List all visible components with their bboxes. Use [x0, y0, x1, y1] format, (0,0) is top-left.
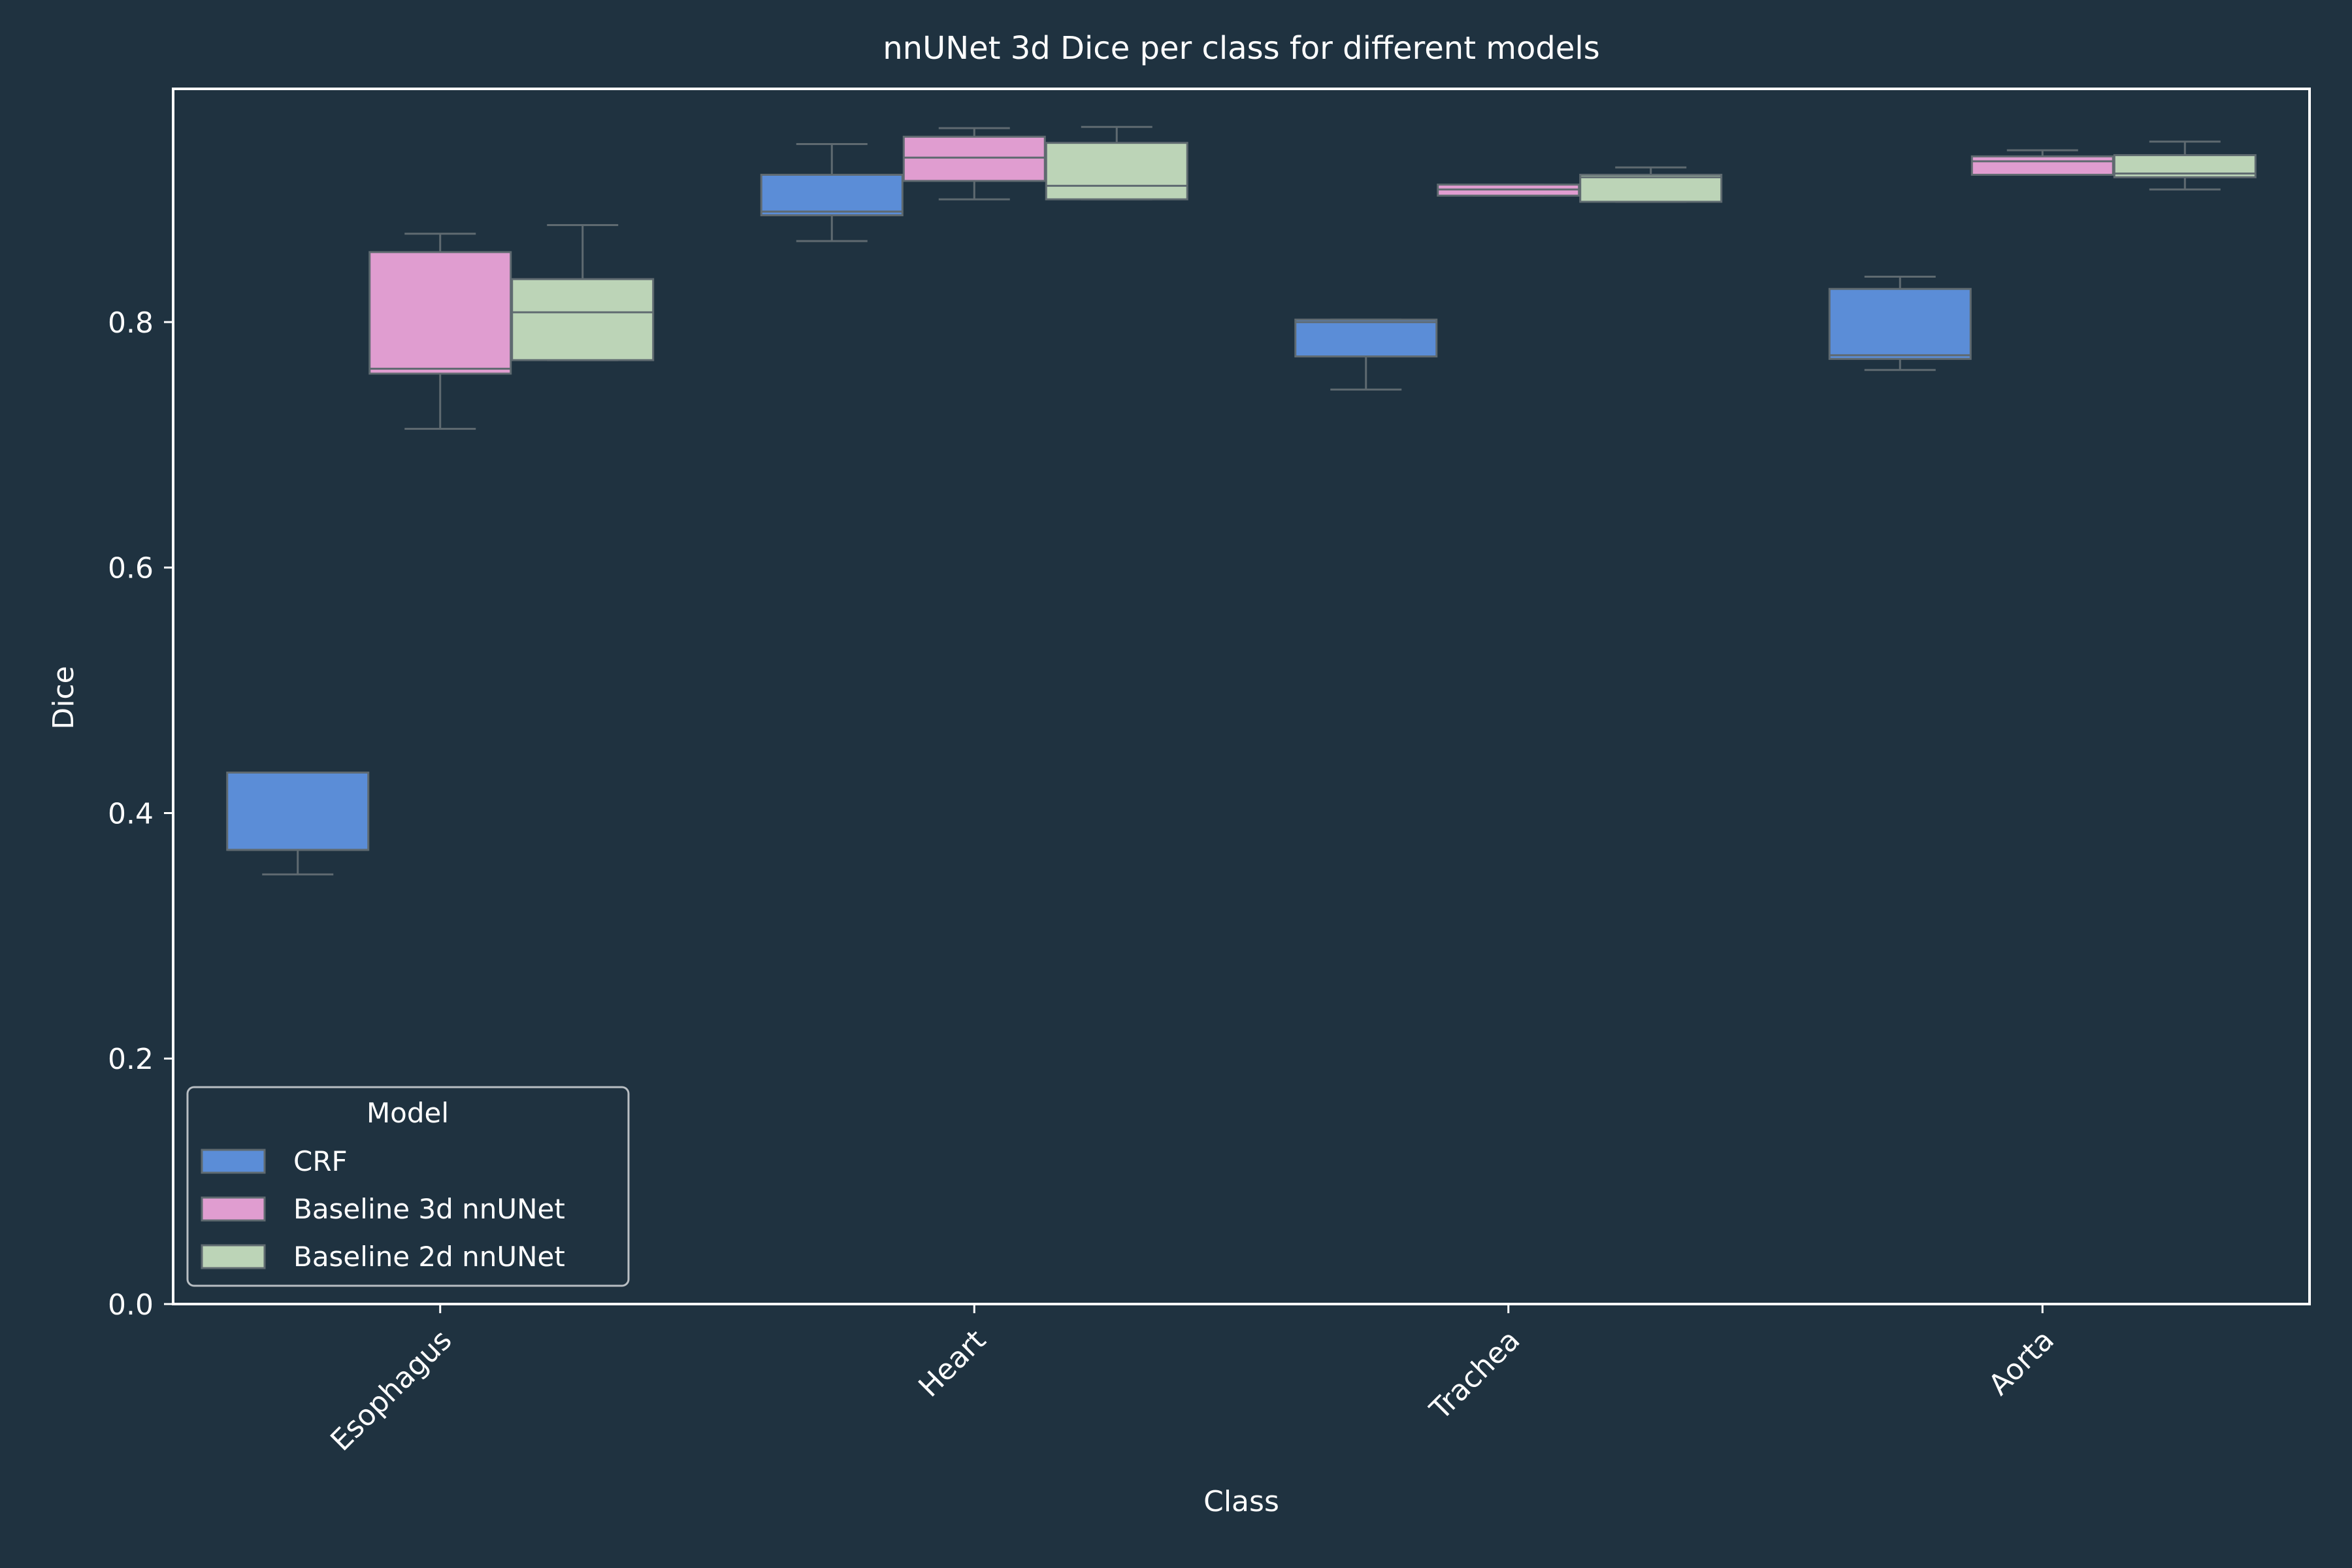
box-group: [1579, 166, 1723, 203]
box: [1828, 287, 1972, 360]
plot-area-frame: [172, 88, 2311, 1305]
legend-frame: [186, 1086, 630, 1287]
legend-item-label: Baseline 3d nnUNet: [293, 1193, 565, 1225]
boxes-layer: [226, 125, 2257, 875]
box-group: [1294, 318, 1438, 391]
box-group: [1437, 184, 1580, 197]
legend-swatch: [201, 1196, 266, 1222]
box: [511, 278, 655, 361]
box-group: [1828, 275, 1972, 371]
legend: Model CRF Baseline 3d nnUNet Baseline 2d n…: [186, 1086, 630, 1287]
legend-swatch: [201, 1244, 266, 1269]
y-tick-label: 0.2: [108, 1043, 154, 1076]
y-tick-label: 0.6: [108, 552, 154, 585]
box-group: [2113, 140, 2257, 191]
box: [1294, 318, 1438, 358]
box: [1579, 174, 1723, 203]
y-axis-label: Dice: [47, 666, 80, 729]
box-group: [760, 143, 904, 242]
legend-items: CRF Baseline 3d nnUNet Baseline 2d nnUNet: [201, 1145, 565, 1273]
box-group: [511, 224, 655, 361]
legend-item-label: CRF: [293, 1145, 348, 1177]
box-group: [226, 771, 370, 875]
y-tick-label: 0.4: [108, 797, 154, 830]
box: [902, 135, 1046, 182]
chart-title: nnUNet 3d Dice per class for different m…: [883, 30, 1599, 67]
box: [368, 251, 512, 375]
legend-title: Model: [367, 1097, 449, 1129]
legend-item-label: Baseline 2d nnUNet: [293, 1241, 565, 1273]
x-axis-label: Class: [1203, 1485, 1279, 1518]
y-tick-label: 0.0: [108, 1288, 154, 1322]
box-group: [902, 127, 1046, 201]
box-group: [1970, 149, 2114, 176]
box: [1045, 142, 1188, 201]
y-tick-label: 0.8: [108, 306, 154, 340]
box: [226, 771, 370, 851]
box-group: [368, 233, 512, 430]
box-group: [1045, 125, 1188, 201]
legend-swatch: [201, 1149, 266, 1174]
box: [1970, 155, 2114, 176]
box: [760, 174, 904, 217]
